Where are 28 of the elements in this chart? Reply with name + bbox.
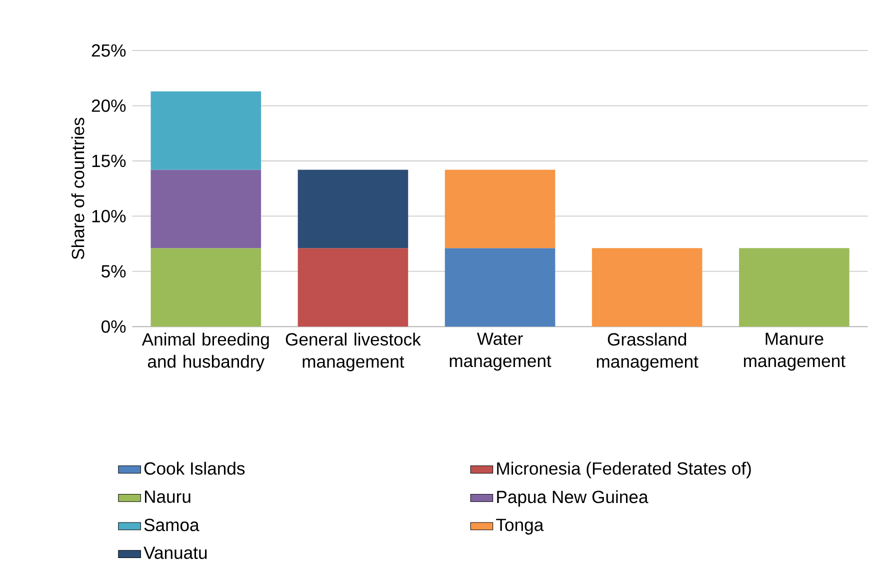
y-tick-label: 5% xyxy=(101,265,126,278)
legend-label: Cook Islands xyxy=(144,462,245,475)
x-tick-label: Animal breeding and husbandry xyxy=(142,332,269,372)
y-tick-label: 10% xyxy=(92,210,126,222)
x-tick-label: General livestock management xyxy=(286,332,421,372)
bar xyxy=(444,248,556,327)
legend-label: Micronesia (Federated States of) xyxy=(497,462,751,478)
legend-label: Samoa xyxy=(144,518,200,532)
y-axis-title: Share of countries xyxy=(71,118,84,260)
x-tick-label: Manure management xyxy=(744,332,846,371)
legend-label: Nauru xyxy=(144,490,190,503)
x-tick-label: Water management xyxy=(450,332,552,371)
bar xyxy=(150,248,262,327)
x-tick-label: Grassland management xyxy=(596,332,698,372)
legend-label: Papua New Guinea xyxy=(497,490,648,507)
y-tick-label: 0% xyxy=(101,320,126,333)
y-tick-label: 25% xyxy=(92,44,126,57)
bar xyxy=(298,248,408,327)
bar xyxy=(739,248,850,327)
bar xyxy=(592,248,702,327)
y-tick-label: 20% xyxy=(92,99,126,112)
legend-label: Tonga xyxy=(496,518,544,535)
y-tick-label: 15% xyxy=(92,154,126,168)
bar xyxy=(444,170,556,248)
bar xyxy=(150,170,262,248)
legend-label: Vanuatu xyxy=(144,546,207,559)
bar xyxy=(298,170,408,248)
bar xyxy=(150,91,262,170)
